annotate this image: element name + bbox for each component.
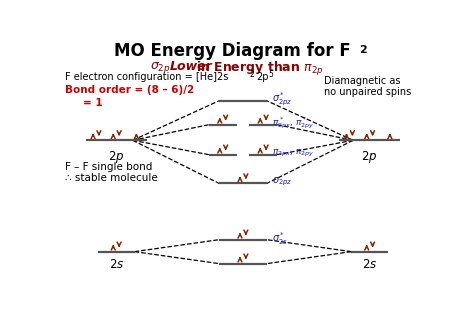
Text: MO Energy Diagram for F: MO Energy Diagram for F [114, 42, 350, 60]
Text: F – F single bond
∴ stable molecule: F – F single bond ∴ stable molecule [65, 162, 157, 183]
Text: Bond order = (8 – 6)/2: Bond order = (8 – 6)/2 [65, 85, 194, 95]
Text: 2: 2 [249, 70, 254, 79]
Text: Diamagnetic as
no unpaired spins: Diamagnetic as no unpaired spins [324, 76, 411, 97]
Text: $\pi^*_{2px}$, $\pi^*_{2py}$: $\pi^*_{2px}$, $\pi^*_{2py}$ [272, 116, 315, 131]
Text: 2p: 2p [256, 72, 268, 82]
Text: $\sigma_{2p}$: $\sigma_{2p}$ [150, 60, 171, 75]
Text: $\sigma_{2pz}$: $\sigma_{2pz}$ [272, 176, 293, 188]
Text: $\mathbf{\mathit{2p}}$: $\mathbf{\mathit{2p}}$ [108, 149, 124, 165]
Text: $\mathbf{\mathit{2p}}$: $\mathbf{\mathit{2p}}$ [362, 149, 378, 165]
Text: 2: 2 [359, 45, 366, 55]
Text: Lower: Lower [170, 60, 213, 73]
Text: $\sigma^*_{2pz}$: $\sigma^*_{2pz}$ [272, 91, 293, 108]
Text: F electron configuration = [He]2s: F electron configuration = [He]2s [65, 72, 228, 82]
Text: $\mathbf{\mathit{2s}}$: $\mathbf{\mathit{2s}}$ [109, 258, 124, 271]
Text: = 1: = 1 [83, 98, 103, 109]
Text: $\pi_{2px}$, $\pi_{2py}$: $\pi_{2px}$, $\pi_{2py}$ [272, 148, 315, 159]
Text: $\sigma^*_{2s}$: $\sigma^*_{2s}$ [272, 230, 288, 247]
Text: 5: 5 [269, 70, 273, 79]
Text: $\mathbf{\mathit{2s}}$: $\mathbf{\mathit{2s}}$ [362, 258, 377, 271]
Text: in Energy than $\pi_{2p}$: in Energy than $\pi_{2p}$ [195, 60, 323, 78]
